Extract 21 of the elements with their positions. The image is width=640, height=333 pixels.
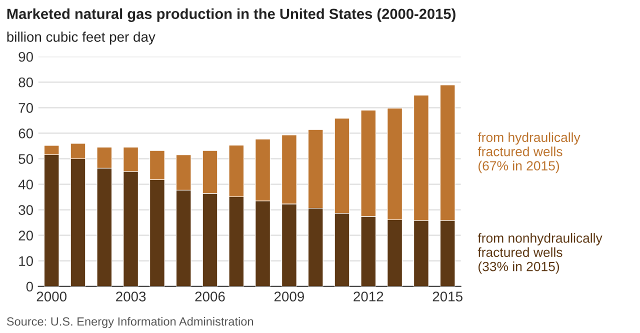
y-tick-label: 0 <box>26 282 33 292</box>
x-tick-label: 2006 <box>195 292 225 302</box>
y-tick-label: 20 <box>18 230 33 240</box>
x-tick-label: 2000 <box>36 292 67 302</box>
source-note: Source: U.S. Energy Information Administration <box>6 317 254 328</box>
y-tick-label: 50 <box>18 154 33 164</box>
x-tick-label: 2003 <box>116 292 146 302</box>
x-tick-label: 2009 <box>274 292 304 302</box>
y-tick-label: 40 <box>18 180 33 190</box>
y-tick-label: 30 <box>18 205 33 215</box>
x-tick-label: 2012 <box>354 292 384 302</box>
series-label: from hydraulically fractured wells (67% in 2015) <box>478 132 580 174</box>
y-tick-label: 70 <box>18 103 33 113</box>
y-tick-label: 90 <box>18 52 33 62</box>
y-tick-label: 80 <box>18 77 33 88</box>
y-tick-label: 60 <box>18 128 33 138</box>
series-label: from nonhydraulically fractured wells (33% in 2015) <box>478 233 602 274</box>
y-axis-title: billion cubic feet per day <box>7 32 156 45</box>
y-tick-label: 10 <box>19 256 33 266</box>
x-tick-label: 2015 <box>432 292 462 302</box>
chart-title: Marketed natural gas production in the United States (2000-2015) <box>7 8 456 22</box>
